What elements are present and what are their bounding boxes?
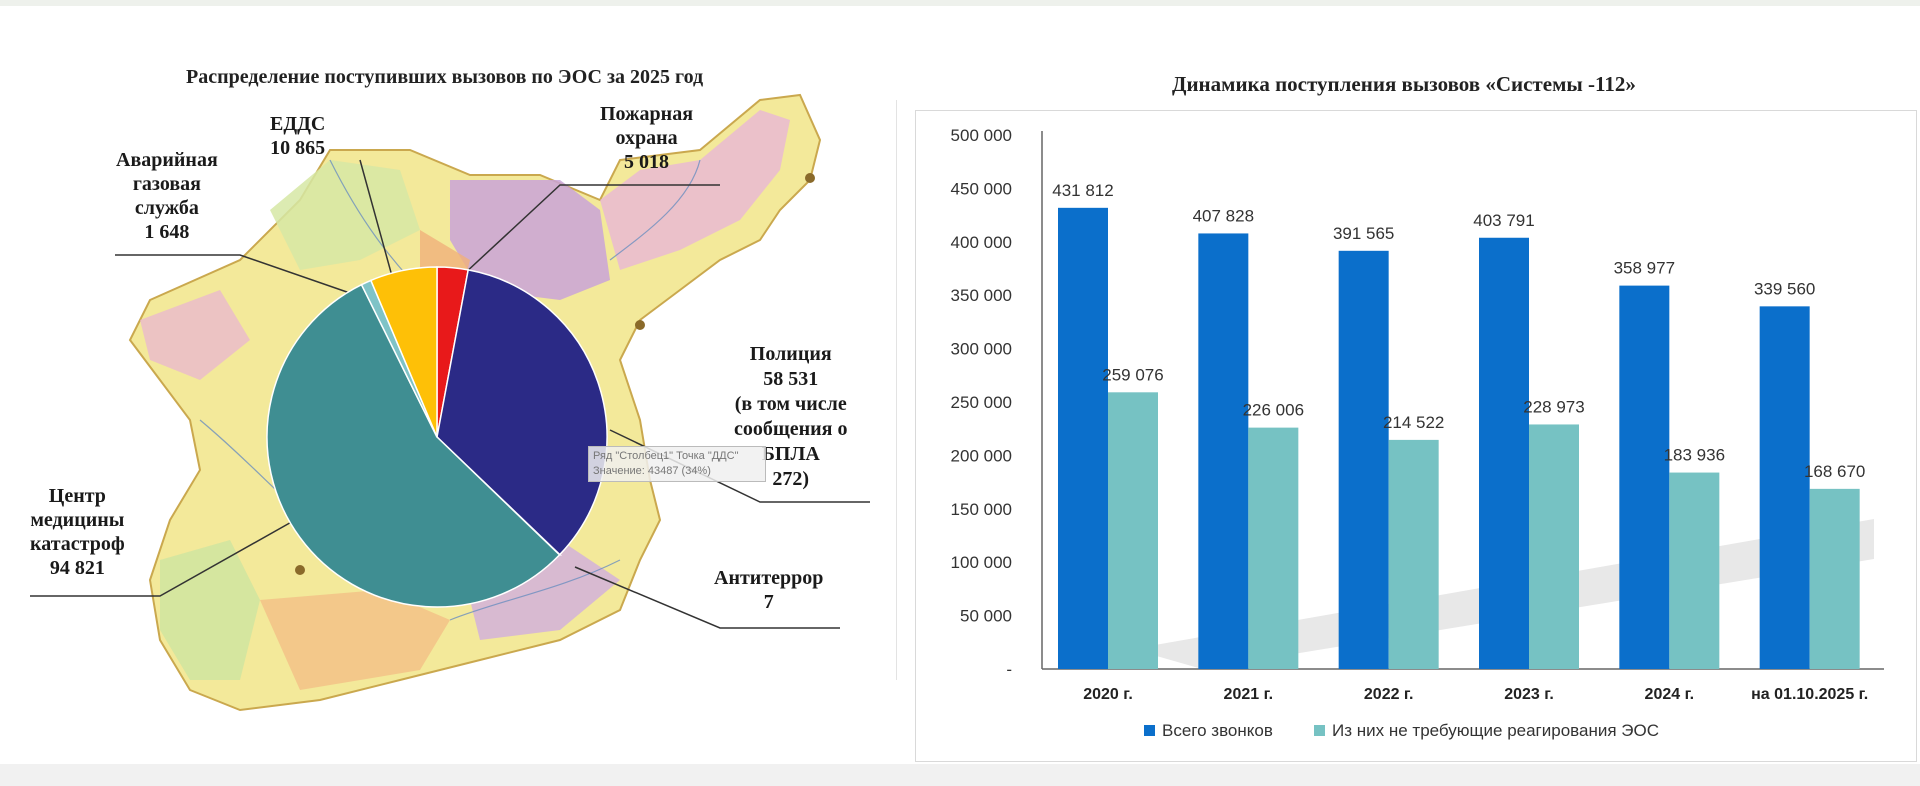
bar-total-5	[1759, 306, 1810, 669]
bar-value-label: 339 560	[1754, 279, 1815, 298]
label-medical-line1: Центр	[48, 485, 106, 507]
legend-label-1: Из них не требующие реагирования ЭОС	[1332, 721, 1659, 740]
label-police-note4: 272)	[772, 468, 810, 490]
bar-value-label: 168 670	[1804, 462, 1865, 481]
x-tick-label: на 01.10.2025 г.	[1751, 686, 1868, 703]
label-gas: Аварийная газовая служба 1 648	[116, 148, 218, 244]
label-fire-value: 5 018	[624, 151, 670, 173]
label-medical: Центр медицины катастроф 94 821	[30, 484, 125, 580]
legend-label-0: Всего звонков	[1162, 721, 1273, 740]
label-antiterror-name: Антитеррор	[714, 567, 824, 589]
bar-total-4	[1619, 285, 1670, 669]
region-map	[30, 93, 870, 712]
y-tick-label: 200 000	[951, 446, 1012, 465]
label-medical-line2: медицины	[30, 509, 125, 531]
y-tick-label: 450 000	[951, 179, 1012, 198]
pie-slice-1	[436, 269, 608, 556]
label-gas-value: 1 648	[144, 221, 190, 243]
bar-total-3	[1479, 237, 1529, 669]
pie-slice-5	[369, 266, 438, 438]
bar-value-label: 226 006	[1243, 401, 1304, 420]
pie-title: Распределение поступивших вызовов по ЭОС…	[186, 66, 704, 88]
bar-nonresp-3	[1529, 424, 1579, 669]
y-tick-label: 400 000	[951, 233, 1012, 252]
map-zone-orange-south	[260, 590, 450, 690]
panel-divider	[896, 100, 897, 680]
bar-value-label: 358 977	[1614, 259, 1675, 278]
bar-value-label: 407 828	[1193, 206, 1254, 225]
x-tick-label: 2023 г.	[1504, 686, 1554, 703]
bar-total-2	[1338, 250, 1389, 669]
bar-value-label: 183 936	[1664, 446, 1725, 465]
bar-value-label: 259 076	[1102, 365, 1163, 384]
tooltip-line1: Ряд "Столбец1" Точка "ДДС"	[593, 450, 739, 462]
bottom-strip	[0, 764, 1920, 786]
label-police: Полиция 58 531 (в том числе сообщения о …	[734, 342, 848, 492]
label-fire: Пожарная охрана 5 018	[600, 102, 693, 174]
bar-total-0	[1058, 207, 1108, 670]
label-edds-value: 10 865	[270, 137, 326, 159]
label-fire-line2: охрана	[615, 127, 678, 149]
label-edds-name: ЕДДС	[270, 113, 326, 135]
y-tick-label: 300 000	[951, 340, 1012, 359]
x-tick-label: 2021 г.	[1224, 686, 1274, 703]
y-tick-label: 250 000	[951, 393, 1012, 412]
legend-swatch-1	[1314, 725, 1325, 736]
y-tick-label: -	[1006, 660, 1012, 679]
bar-title: Динамика поступления вызовов «Системы -1…	[1172, 72, 1636, 96]
pie-slice-3	[266, 283, 561, 608]
label-medical-line3: катастроф	[30, 533, 125, 555]
label-medical-value: 94 821	[49, 557, 105, 579]
label-edds: ЕДДС 10 865	[270, 112, 325, 160]
label-antiterror-value: 7	[763, 591, 774, 613]
bar-value-label: 391 565	[1333, 224, 1394, 243]
bar-panel: 500 000 450 000 400 000 350 000 300 000 250 0…	[915, 110, 1917, 762]
legend-swatch-0	[1144, 725, 1155, 736]
label-antiterror: Антитеррор 7	[714, 566, 823, 614]
label-police-name: Полиция	[749, 343, 832, 365]
bar-nonresp-4	[1669, 472, 1720, 669]
map-zone-green-south	[160, 540, 260, 680]
pie-tooltip: Ряд "Столбец1" Точка "ДДС" Значение: 434…	[588, 446, 766, 482]
x-tick-label: 2024 г.	[1645, 686, 1695, 703]
bar-nonresp-0	[1108, 392, 1158, 669]
bar-nonresp-5	[1809, 488, 1860, 669]
label-gas-line2: газовая	[132, 173, 201, 195]
y-tick-label: 500 000	[951, 126, 1012, 145]
label-gas-line1: Аварийная	[116, 149, 218, 171]
bar-total-1	[1198, 233, 1249, 669]
bar-value-label: 403 791	[1473, 211, 1534, 230]
y-tick-label: 150 000	[951, 500, 1012, 519]
y-tick-label: 100 000	[951, 553, 1012, 572]
bar-nonresp-2	[1388, 439, 1439, 669]
label-gas-line3: служба	[134, 197, 199, 219]
map-zone-purple	[450, 180, 610, 300]
x-tick-label: 2020 г.	[1083, 686, 1133, 703]
y-tick-label: 350 000	[951, 286, 1012, 305]
label-police-note2: сообщения о	[734, 418, 848, 440]
y-tick-label: 50 000	[960, 607, 1012, 626]
top-strip	[0, 0, 1920, 6]
pie-chart	[266, 266, 608, 608]
bar-value-label: 214 522	[1383, 413, 1444, 432]
x-tick-label: 2022 г.	[1364, 686, 1414, 703]
label-police-note1: (в том числе	[734, 393, 847, 415]
bar-value-label: 228 973	[1523, 397, 1584, 416]
bar-nonresp-1	[1248, 427, 1299, 669]
pie-panel: Распределение поступивших вызовов по ЭОС…	[0, 0, 900, 786]
tooltip-line2: Значение: 43487 (34%)	[593, 465, 711, 477]
label-police-note3: БПЛА	[761, 443, 820, 465]
label-fire-line1: Пожарная	[600, 103, 694, 125]
bar-value-label: 431 812	[1052, 181, 1113, 200]
bar-chart: 500 000 450 000 400 000 350 000 300 000 250 0…	[951, 126, 1884, 740]
label-police-value: 58 531	[763, 368, 819, 390]
map-zone-pink-west	[140, 290, 250, 380]
